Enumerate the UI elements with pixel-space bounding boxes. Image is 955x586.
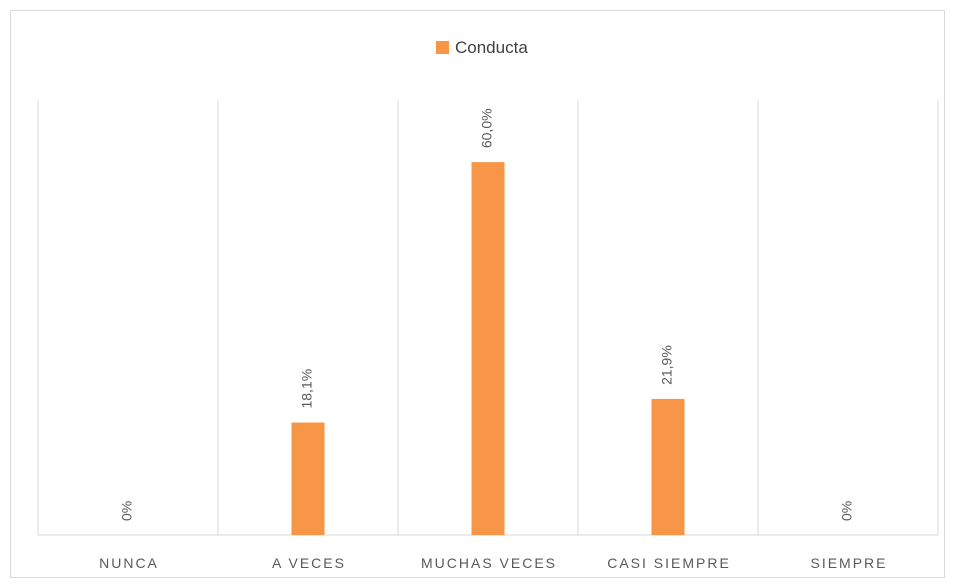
x-tick-label: CASI SIEMPRE <box>607 555 731 571</box>
legend-label: Conducta <box>455 38 528 57</box>
x-tick-label: A VECES <box>272 555 346 571</box>
x-tick-label: NUNCA <box>99 555 159 571</box>
data-label: 0% <box>119 501 135 521</box>
x-tick-label: MUCHAS VECES <box>421 555 557 571</box>
bar <box>471 162 505 535</box>
data-label: 21,9% <box>659 345 675 385</box>
data-label: 0% <box>839 501 855 521</box>
x-tick-label: SIEMPRE <box>810 555 887 571</box>
bar <box>651 398 685 535</box>
data-label: 60,0% <box>479 108 495 148</box>
legend-swatch <box>436 41 449 54</box>
bar <box>291 422 325 535</box>
data-label: 18,1% <box>299 369 315 409</box>
